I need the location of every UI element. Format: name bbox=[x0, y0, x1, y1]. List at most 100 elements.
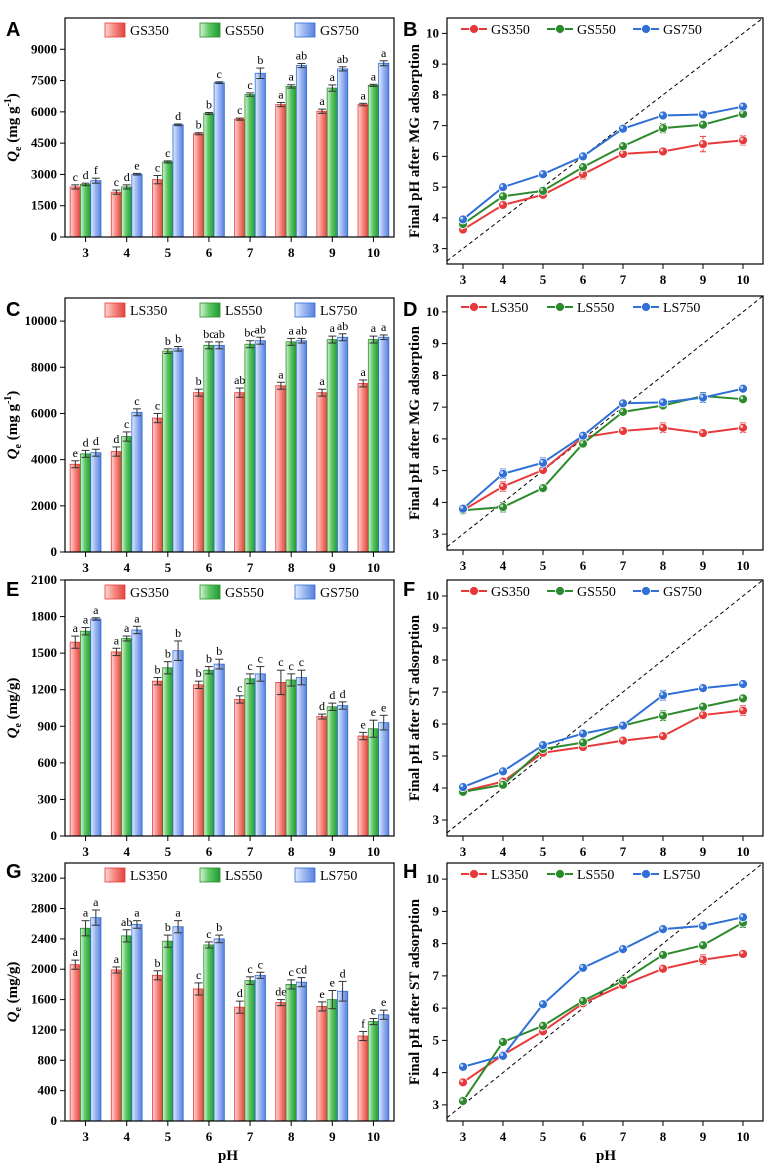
panel-d-point-ls350 bbox=[698, 428, 708, 439]
panel-e-xtick-label: 3 bbox=[82, 844, 89, 859]
panel-h-line-ls550 bbox=[462, 921, 744, 1102]
panel-d-xtick-label: 5 bbox=[540, 558, 547, 573]
panel-h-point-ls550 bbox=[698, 940, 708, 951]
panel-a-significance-letter: d bbox=[175, 109, 181, 123]
panel-d-reference-line bbox=[446, 295, 764, 548]
panel-b-legend-label: GS750 bbox=[663, 23, 702, 38]
panel-h-xtick-label: 10 bbox=[737, 1129, 750, 1144]
panel-e-legend-label: GS350 bbox=[130, 586, 169, 601]
panel-b-point-gs750 bbox=[698, 109, 708, 120]
panel-c-significance-letter: c bbox=[134, 394, 139, 408]
panel-e-bar-gs750 bbox=[254, 673, 266, 837]
panel-d-point-ls550 bbox=[498, 502, 508, 513]
panel-e-significance-letter: c bbox=[289, 659, 294, 673]
panel-d-point-ls750 bbox=[498, 468, 508, 479]
panel-c-significance-letter: d bbox=[83, 435, 89, 449]
panel-b-point-highlight bbox=[580, 164, 584, 168]
panel-g-bar-ls750 bbox=[378, 1014, 390, 1122]
panel-e-bar-gs350 bbox=[357, 735, 369, 837]
panel-c-significance-letter: c bbox=[155, 398, 160, 412]
panel-a-significance-letter: d bbox=[83, 168, 89, 182]
panel-f-xtick-label: 4 bbox=[500, 844, 507, 859]
panel-a-bar-gs550 bbox=[162, 161, 174, 238]
panel-h-point-ls550 bbox=[618, 975, 628, 986]
panel-d-line-ls750 bbox=[462, 387, 744, 510]
panel-e-significance-letter: d bbox=[340, 687, 346, 701]
panel-f-point-gs350 bbox=[738, 705, 748, 716]
panel-h-y-axis-title: Final pH after ST adsorption bbox=[407, 898, 423, 1085]
panel-f-ytick-label: 9 bbox=[433, 620, 440, 635]
panel-d-xtick-label: 7 bbox=[620, 558, 627, 573]
panel-f-point-highlight bbox=[540, 742, 544, 746]
panel-h-point-highlight bbox=[460, 1079, 464, 1083]
panel-h-point-highlight bbox=[580, 998, 584, 1002]
panel-g-significance-letter: a bbox=[175, 906, 181, 920]
panel-f-point-gs550 bbox=[578, 737, 588, 748]
panel-b-legend-marker bbox=[555, 24, 565, 34]
panel-b-line-gs750 bbox=[462, 105, 744, 221]
panel-e-xtick-label: 6 bbox=[206, 844, 213, 859]
panel-e-significance-letter: c bbox=[258, 652, 263, 666]
panel-b-point-highlight bbox=[700, 141, 704, 145]
panel-c-significance-letter: a bbox=[289, 323, 295, 337]
panel-d-point-ls750 bbox=[698, 392, 708, 403]
panel-d-point-highlight bbox=[540, 459, 544, 463]
panel-b-point-highlight bbox=[500, 202, 504, 206]
panel-e-bar-gs350 bbox=[193, 684, 205, 837]
panel-b-point-highlight bbox=[660, 148, 664, 152]
panel-g-legend-swatch bbox=[104, 867, 126, 883]
panel-a-ytick-label: 3000 bbox=[31, 166, 57, 181]
panel-g-bar-ls750 bbox=[131, 924, 143, 1122]
panel-c-significance-letter: c bbox=[124, 417, 129, 431]
panel-d-point-highlight bbox=[620, 400, 624, 404]
panel-a-bar-gs750 bbox=[337, 68, 349, 238]
panel-c-y-axis-title: Qe (mg g-1) bbox=[3, 391, 24, 460]
panel-d-point-highlight bbox=[460, 505, 464, 509]
panel-g-significance-letter: c bbox=[196, 968, 201, 982]
panel-c-significance-letter: b bbox=[196, 374, 202, 388]
panel-d-point-ls750 bbox=[458, 503, 468, 514]
panel-e-significance-letter: e bbox=[371, 705, 376, 719]
panel-h-letter: H bbox=[403, 861, 417, 883]
panel-h-ytick-label: 8 bbox=[433, 936, 440, 951]
panel-f-point-highlight bbox=[660, 692, 664, 696]
panel-c-xtick-label: 6 bbox=[206, 560, 213, 575]
panel-b-point-gs350 bbox=[698, 139, 708, 149]
panel-g: 04008001200160020002400280032003aaa4aaba… bbox=[5, 861, 395, 1144]
panel-b-point-gs350 bbox=[658, 146, 668, 157]
panel-e-plot-frame bbox=[64, 579, 395, 837]
panel-a-bar-gs750 bbox=[254, 72, 266, 238]
panel-g-bar-ls350 bbox=[69, 964, 81, 1122]
panel-d-legend-marker bbox=[469, 302, 479, 312]
panel-g-significance-letter: d bbox=[237, 986, 243, 1000]
panel-c-bar-ls750 bbox=[131, 411, 143, 553]
panel-c-legend-label: LS350 bbox=[130, 304, 167, 319]
panel-g-significance-letter: c bbox=[258, 957, 263, 971]
panel-c-bar-ls550 bbox=[203, 344, 215, 553]
panel-g-bar-ls750 bbox=[337, 990, 349, 1122]
panel-f-point-gs550 bbox=[658, 710, 668, 721]
panel-c-xtick-label: 5 bbox=[165, 560, 172, 575]
panel-f-point-highlight bbox=[700, 703, 704, 707]
panel-h-ytick-label: 5 bbox=[433, 1032, 440, 1047]
panel-a-plot-frame bbox=[64, 17, 395, 238]
panel-c-ytick-label: 4000 bbox=[31, 452, 57, 467]
panel-e-significance-letter: a bbox=[124, 621, 130, 635]
panel-a-ytick-label: 9000 bbox=[31, 41, 57, 56]
panel-f-point-highlight bbox=[740, 681, 744, 685]
panel-e-bar-gs550 bbox=[121, 638, 133, 837]
panel-d-point-ls750 bbox=[618, 398, 628, 409]
panel-f-ytick-label: 8 bbox=[433, 652, 440, 667]
panel-h-point-ls550 bbox=[538, 1020, 548, 1031]
panel-f-point-highlight bbox=[700, 712, 704, 716]
panel-d-point-highlight bbox=[580, 440, 584, 444]
panel-h-point-ls750 bbox=[498, 1050, 508, 1061]
panel-a-legend-label: GS550 bbox=[225, 24, 264, 39]
panel-f-point-highlight bbox=[580, 730, 584, 734]
panel-f-point-gs550 bbox=[738, 693, 748, 704]
panel-d-point-ls550 bbox=[538, 483, 548, 493]
panel-d-xtick-label: 10 bbox=[737, 558, 750, 573]
panel-c-significance-letter: b bbox=[175, 331, 181, 345]
panel-g-significance-letter: a bbox=[73, 945, 79, 959]
panel-g-legend-label: LS350 bbox=[130, 869, 167, 884]
